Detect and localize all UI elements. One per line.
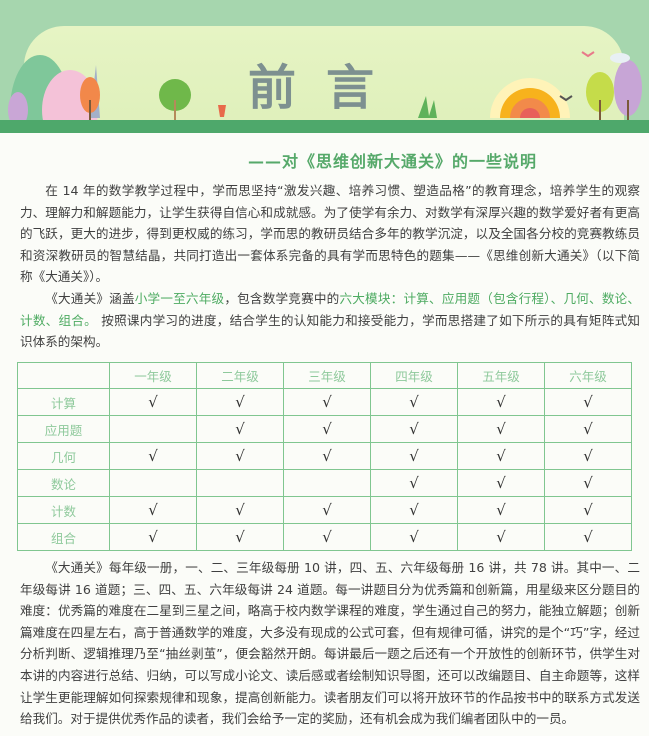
highlight-grades: 小学一至六年级	[134, 290, 225, 306]
check-icon: √	[457, 442, 545, 470]
check-icon: √	[370, 469, 458, 497]
page-title: 前言	[248, 60, 405, 116]
highlight-modules: 六大模块：计算、应用题（包含行程）、几何、数论、计数、组合。	[20, 290, 641, 328]
check-icon: √	[544, 469, 632, 497]
knowledge-matrix-table: 一年级 二年级 三年级 四年级 五年级 六年级 计算 √ √ √ √ √ √ 应用题 √ √ √ √ √ 几何 √ √ √…	[17, 362, 632, 551]
row-label: 几何	[17, 442, 110, 470]
column-header: 四年级	[370, 362, 458, 389]
column-header: 二年级	[196, 362, 284, 389]
check-icon: √	[196, 523, 284, 551]
check-icon: √	[544, 496, 632, 524]
header-banner: 前言	[0, 0, 649, 133]
check-icon: √	[196, 496, 284, 524]
check-icon: √	[283, 415, 371, 443]
paragraph-2: 《大通关》涵盖小学一至六年级，包含数学竞赛中的六大模块：计算、应用题（包含行程）…	[20, 288, 640, 353]
check-icon: √	[370, 523, 458, 551]
empty-cell	[196, 469, 284, 497]
check-icon: √	[283, 496, 371, 524]
paragraph-1: 在 14 年的数学教学过程中，学而思坚持“激发兴趣、培养习惯、塑造品格”的教育理…	[20, 183, 640, 285]
text-run: 《大通关》涵盖	[45, 290, 135, 306]
text-run: 按照课内学习的进度，结合学生的认知能力和接受能力，学而思搭建了如下所示的具有矩阵…	[20, 312, 640, 350]
check-icon: √	[370, 442, 458, 470]
row-label: 计数	[17, 496, 110, 524]
row-label: 计算	[17, 388, 110, 416]
check-icon: √	[196, 442, 284, 470]
check-icon: √	[196, 388, 284, 416]
check-icon: √	[457, 415, 545, 443]
column-header	[17, 362, 110, 389]
table-row: 几何 √ √ √ √ √ √	[17, 442, 632, 470]
column-header: 一年级	[109, 362, 197, 389]
check-icon: √	[196, 415, 284, 443]
row-label: 应用题	[17, 415, 110, 443]
check-icon: √	[457, 496, 545, 524]
check-icon: √	[457, 469, 545, 497]
table-row: 计算 √ √ √ √ √ √	[17, 388, 632, 416]
column-header: 三年级	[283, 362, 371, 389]
row-label: 数论	[17, 469, 110, 497]
check-icon: √	[370, 496, 458, 524]
table-row: 计数 √ √ √ √ √ √	[17, 496, 632, 524]
table-header-row: 一年级 二年级 三年级 四年级 五年级 六年级	[17, 362, 632, 389]
banner-ground	[0, 120, 649, 133]
check-icon: √	[283, 388, 371, 416]
table-row: 应用题 √ √ √ √ √	[17, 415, 632, 443]
check-icon: √	[544, 442, 632, 470]
landscape-illustration	[8, 51, 642, 133]
column-header: 五年级	[457, 362, 545, 389]
row-label: 组合	[17, 523, 110, 551]
page-subtitle: ——对《思维创新大通关》的一些说明	[248, 152, 538, 171]
table-row: 组合 √ √ √ √ √ √	[17, 523, 632, 551]
check-icon: √	[544, 388, 632, 416]
column-header: 六年级	[544, 362, 632, 389]
check-icon: √	[544, 523, 632, 551]
empty-cell	[283, 469, 371, 497]
check-icon: √	[544, 415, 632, 443]
intro-section: 在 14 年的数学教学过程中，学而思坚持“激发兴趣、培养习惯、塑造品格”的教育理…	[20, 180, 640, 353]
empty-cell	[109, 469, 197, 497]
check-icon: √	[109, 496, 197, 524]
check-icon: √	[457, 523, 545, 551]
text-run: ，包含数学竞赛中的	[224, 290, 340, 306]
empty-cell	[109, 415, 197, 443]
check-icon: √	[283, 523, 371, 551]
check-icon: √	[370, 415, 458, 443]
table-row: 数论 √ √ √	[17, 469, 632, 497]
check-icon: √	[109, 388, 197, 416]
check-icon: √	[370, 388, 458, 416]
check-icon: √	[457, 388, 545, 416]
paragraph-3: 《大通关》每年级一册，一、二、三年级每册 10 讲，四、五、六年级每册 16 讲…	[20, 560, 640, 727]
check-icon: √	[109, 523, 197, 551]
details-section: 《大通关》每年级一册，一、二、三年级每册 10 讲，四、五、六年级每册 16 讲…	[20, 557, 640, 730]
check-icon: √	[109, 442, 197, 470]
check-icon: √	[283, 442, 371, 470]
